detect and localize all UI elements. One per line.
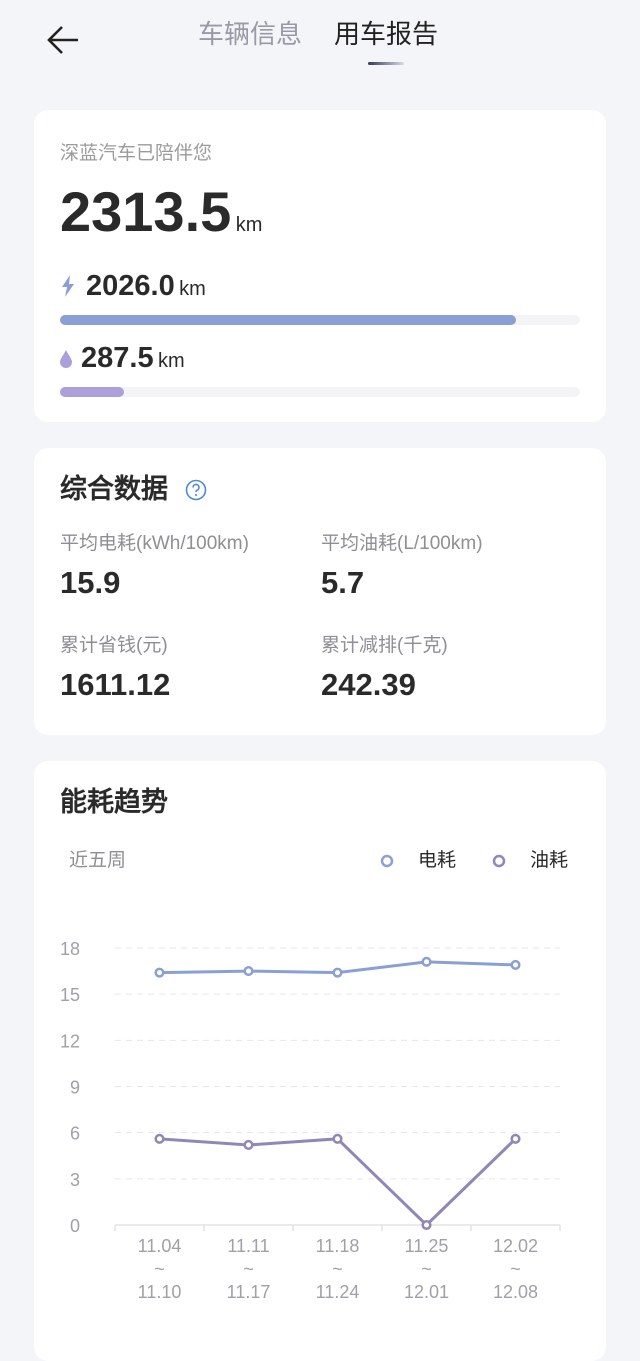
legend-electric-icon [380,854,394,868]
y-tick-label: 0 [70,1216,80,1236]
y-tick-label: 3 [70,1170,80,1190]
x-tick-label: 11.10 [138,1282,182,1302]
fuel-mileage: 287.5 [81,342,154,374]
avg-power-value: 15.9 [60,565,121,600]
summary-card: 综合数据 平均电耗(kWh/100km) 15.9 平均油耗(L/100km) … [34,448,606,735]
trend-title: 能耗趋势 [60,787,168,817]
avg-power-label: 平均电耗(kWh/100km) [60,533,249,554]
x-tick-label: 11.18 [316,1236,360,1256]
data-point [421,956,432,967]
legend-fuel-icon [492,854,506,868]
series-line-1 [159,1137,517,1228]
x-tick-label: 11.24 [316,1282,360,1302]
data-point [154,1133,165,1144]
electric-progress-fill [60,315,516,325]
total-mileage: 2313.5 [60,180,232,243]
active-tab-indicator [368,62,404,65]
mileage-card: 深蓝汽车已陪伴您 2313.5 km 2026.0 km 287.5 km [34,110,606,422]
electric-unit: km [179,278,206,300]
fuel-progress-bar [60,387,580,397]
x-tick-label: ~ [332,1259,343,1279]
help-icon[interactable] [185,479,207,501]
emission-value: 242.39 [321,667,416,702]
data-point [243,1139,254,1151]
data-point [510,1133,521,1144]
data-point [243,966,254,977]
energy-trend-chart: 0 3 6 9 12 15 18 11.04 ~11.10 11.11 ~11.17 11.18 ~11… [60,939,561,1302]
trend-period[interactable]: 近五周 [69,850,127,871]
x-tick-label: ~ [510,1259,521,1279]
x-tick-label: 11.17 [227,1282,271,1302]
x-tick-label: 11.25 [405,1236,449,1256]
fuel-unit: km [158,350,185,372]
data-point [510,959,521,970]
legend-fuel-label: 油耗 [530,850,569,871]
x-tick-label: 11.04 [138,1236,182,1256]
x-tick-label: 12.02 [493,1236,538,1256]
money-saved-label: 累计省钱(元) [60,635,168,656]
trend-card: 能耗趋势 近五周 电耗 油耗 [34,761,606,1361]
electric-progress-bar [60,315,580,325]
emission-label: 累计减排(千克) [321,635,448,656]
x-tick-label: ~ [421,1259,432,1279]
avg-fuel-value: 5.7 [321,565,365,600]
x-tick-label: 11.11 [227,1236,269,1256]
avg-fuel-label: 平均油耗(L/100km) [321,533,483,554]
lightning-icon [62,275,74,297]
back-arrow-icon[interactable] [44,22,84,58]
x-tick-label: ~ [154,1259,165,1279]
fuel-progress-fill [60,387,125,397]
electric-mileage: 2026.0 [86,270,175,302]
total-unit: km [235,214,263,236]
y-tick-label: 6 [70,1124,80,1144]
tab-vehicle-info[interactable]: 车辆信息 [198,19,303,49]
y-tick-label: 15 [60,985,80,1005]
y-tick-label: 12 [60,1031,80,1051]
y-tick-label: 9 [70,1078,80,1098]
x-tick-label: ~ [243,1259,254,1279]
data-point [154,967,165,978]
y-tick-label: 18 [60,939,80,959]
tab-usage-report[interactable]: 用车报告 [334,19,439,49]
x-tick-label: 12.01 [404,1282,449,1302]
money-saved-value: 1611.12 [60,667,171,702]
data-point [421,1219,432,1231]
summary-title: 综合数据 [60,474,168,504]
drop-icon [60,350,72,368]
legend-electric-label: 电耗 [418,850,457,871]
data-point [332,1133,343,1144]
data-point [332,967,343,978]
x-tick-label: 12.08 [493,1282,538,1302]
mileage-title: 深蓝汽车已陪伴您 [60,143,213,164]
